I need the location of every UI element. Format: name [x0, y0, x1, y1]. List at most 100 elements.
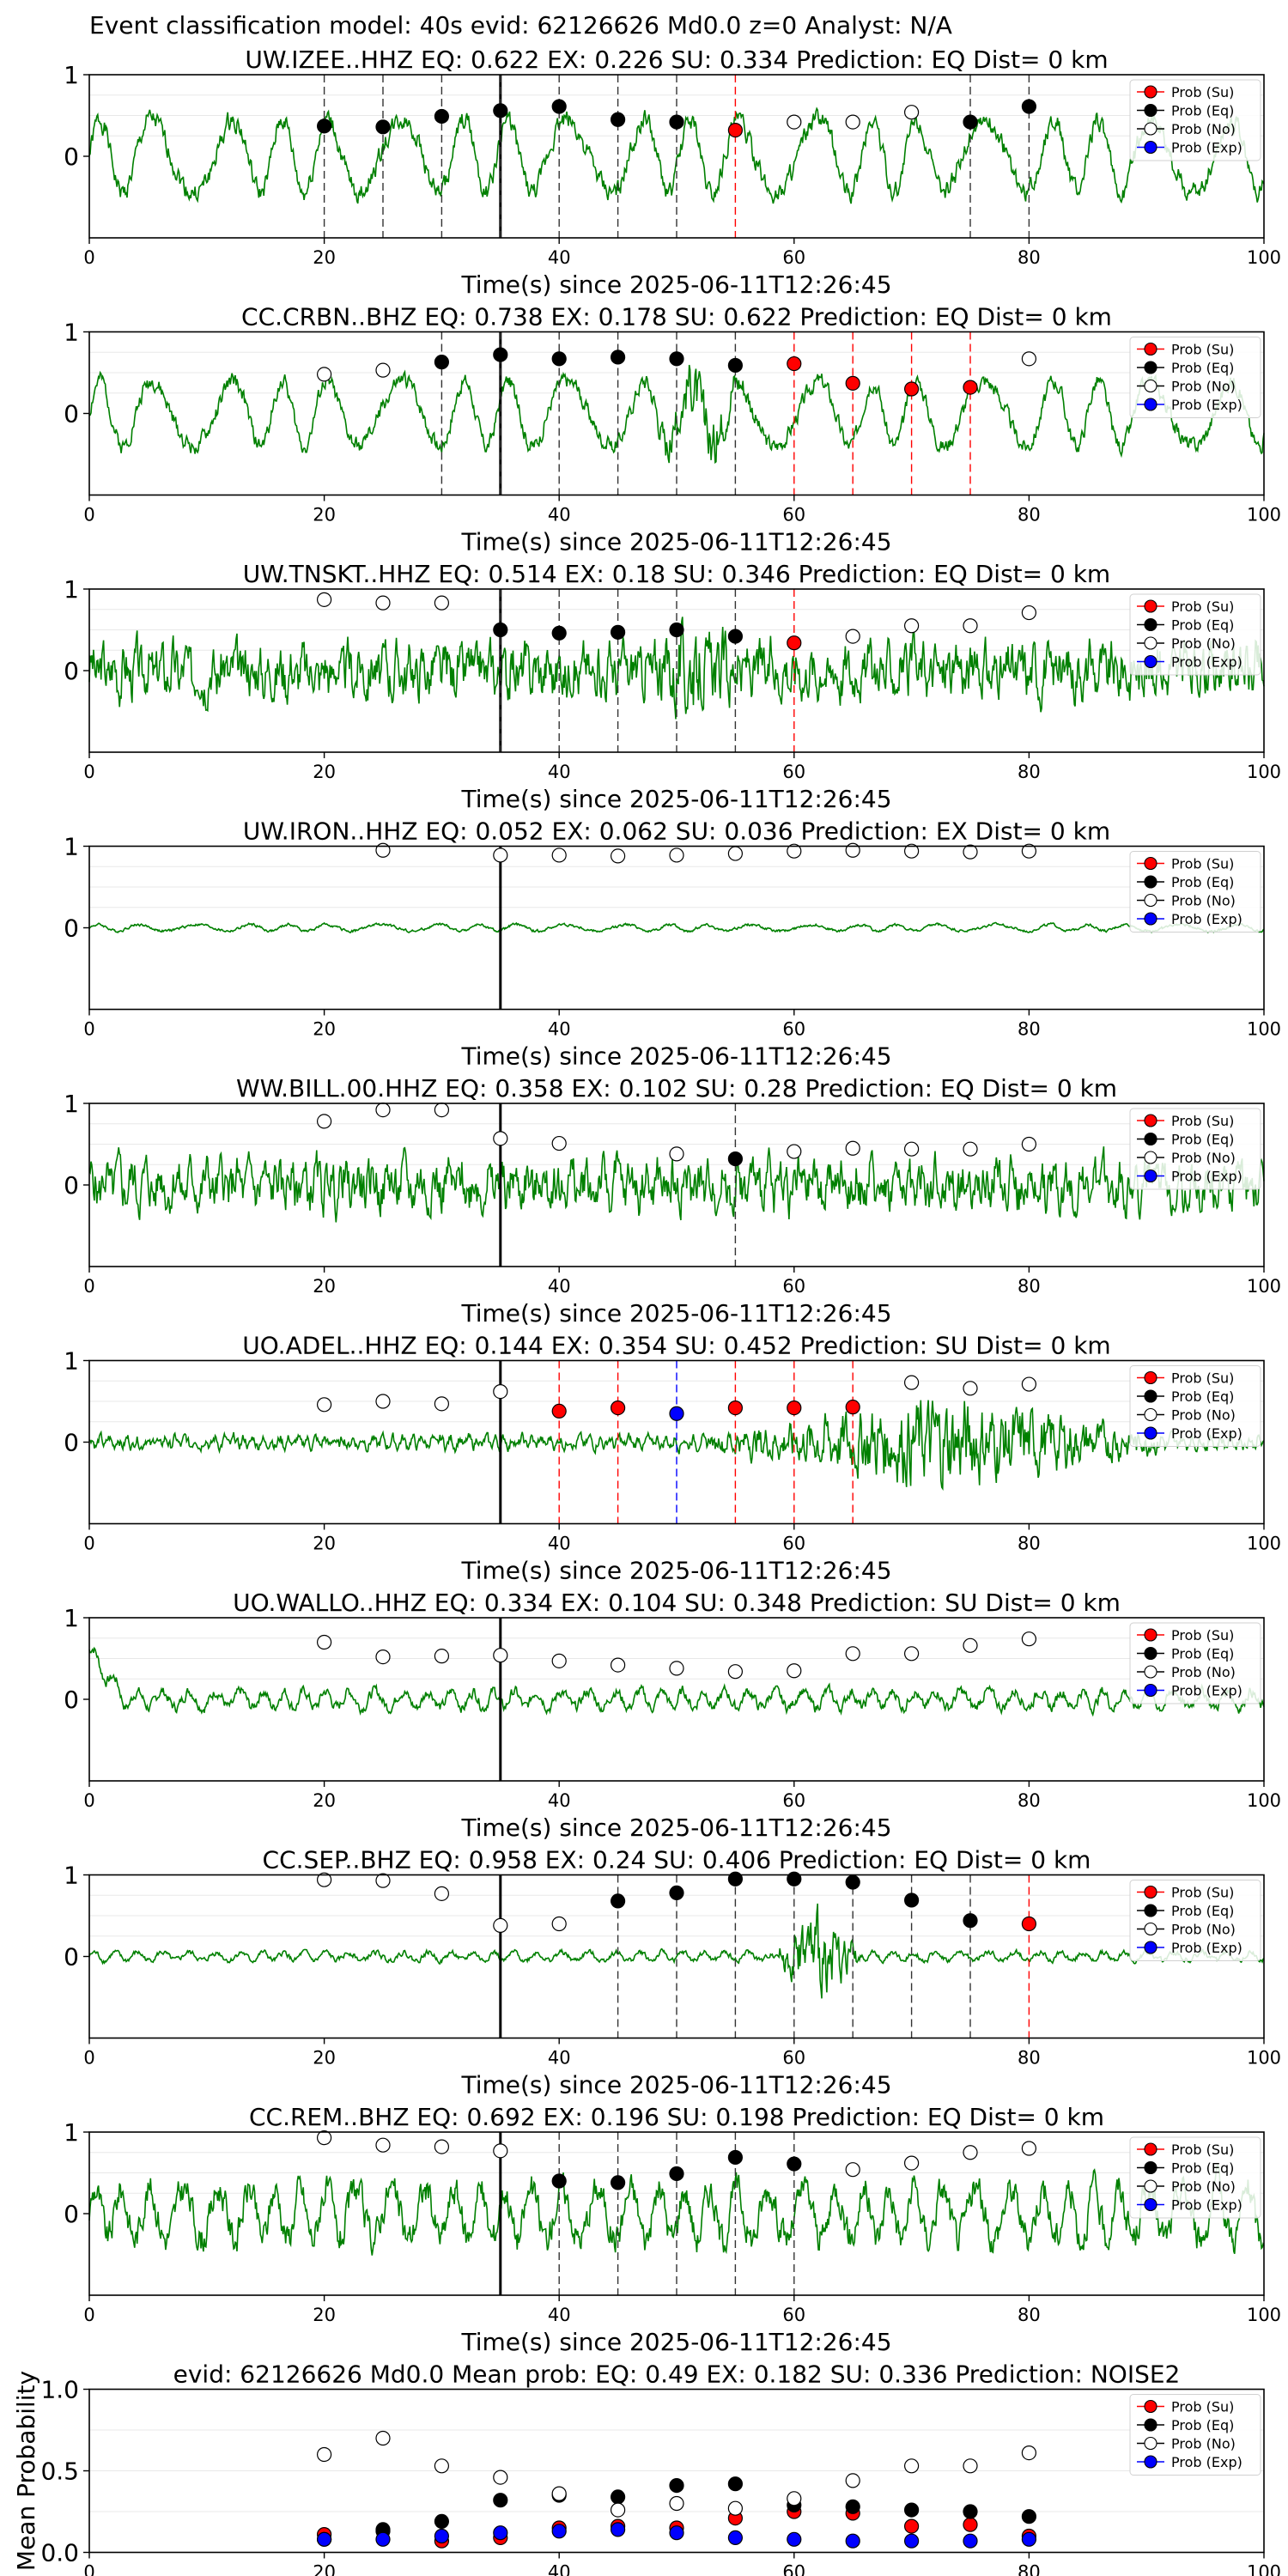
- prob-point-eq: [610, 2175, 626, 2190]
- panel-6: UO.ADEL..HHZ EQ: 0.144 EX: 0.354 SU: 0.4…: [64, 1332, 1281, 1585]
- panel-3: UW.TNSKT..HHZ EQ: 0.514 EX: 0.18 SU: 0.3…: [64, 560, 1281, 813]
- x-tick-label: 20: [313, 2305, 336, 2325]
- prob-point-no: [375, 2137, 391, 2153]
- legend: Prob (Su)Prob (Eq)Prob (No)Prob (Exp): [1129, 337, 1261, 418]
- panel-title: evid: 62126626 Md0.0 Mean prob: EQ: 0.49…: [173, 2360, 1181, 2389]
- y-tick-label: 0: [64, 143, 79, 171]
- x-tick-label: 40: [548, 1276, 571, 1297]
- legend: Prob (Su)Prob (Eq)Prob (No)Prob (Exp): [1129, 2136, 1261, 2219]
- prob-point-no: [1021, 351, 1037, 367]
- x-tick-label: 0: [83, 1534, 94, 1554]
- legend: Prob (Su)Prob (Eq)Prob (No)Prob (Exp): [1129, 2394, 1261, 2476]
- legend-box: [1129, 1880, 1261, 1961]
- prob-point-no: [375, 842, 391, 858]
- legend-label-exp: Prob (Exp): [1171, 1169, 1242, 1185]
- mean-prob-point-exp: [669, 2525, 684, 2541]
- legend-marker-no: [1144, 122, 1157, 136]
- y-tick-label: 0: [64, 914, 79, 943]
- prob-point-eq: [551, 2173, 567, 2189]
- prob-point-no: [434, 2139, 450, 2154]
- prob-point-eq: [375, 119, 391, 135]
- mean-prob-point-eq: [669, 2478, 684, 2494]
- x-tick-label: 100: [1247, 247, 1281, 268]
- prob-point-su: [727, 123, 744, 138]
- prob-point-eq: [727, 1151, 744, 1167]
- x-tick-label: 80: [1018, 2048, 1041, 2069]
- legend-label-su: Prob (Su): [1171, 1885, 1234, 1901]
- mean-prob-point-no: [375, 2430, 391, 2446]
- prob-point-eq: [845, 1874, 860, 1890]
- legend-box: [1129, 2136, 1261, 2219]
- legend-label-su: Prob (Su): [1171, 598, 1234, 615]
- legend-marker-exp: [1144, 912, 1157, 926]
- legend: Prob (Su)Prob (Eq)Prob (No)Prob (Exp): [1129, 851, 1261, 933]
- prob-point-no: [434, 595, 450, 611]
- prob-point-no: [551, 848, 567, 863]
- x-tick-label: 100: [1247, 505, 1281, 526]
- legend-marker-su: [1144, 1370, 1157, 1385]
- x-tick-label: 80: [1018, 2305, 1041, 2325]
- prob-point-su: [963, 380, 978, 395]
- legend-marker-no: [1144, 893, 1157, 908]
- prob-point-no: [1021, 605, 1037, 621]
- legend-marker-su: [1144, 599, 1157, 613]
- x-tick-label: 80: [1018, 247, 1041, 268]
- x-tick-label: 100: [1247, 1019, 1281, 1040]
- x-tick-label: 0: [83, 505, 94, 526]
- legend-label-exp: Prob (Exp): [1171, 1683, 1242, 1699]
- x-tick-label: 60: [782, 1276, 805, 1297]
- panel-7: UO.WALLO..HHZ EQ: 0.334 EX: 0.104 SU: 0.…: [64, 1589, 1281, 1842]
- x-tick-label: 40: [548, 762, 571, 782]
- prob-point-no: [493, 1917, 508, 1933]
- legend-marker-eq: [1144, 875, 1157, 889]
- legend-marker-exp: [1144, 2197, 1157, 2212]
- prob-point-no: [903, 2155, 920, 2171]
- legend-label-eq: Prob (Eq): [1171, 1388, 1234, 1405]
- x-tick-label: 40: [548, 505, 571, 526]
- prob-point-no: [551, 1135, 567, 1151]
- x-tick-label: 0: [83, 2562, 94, 2576]
- mean-prob-point-no: [669, 2495, 684, 2512]
- mean-prob-point-eq: [903, 2502, 920, 2518]
- x-axis-label: Time(s) since 2025-06-11T12:26:45: [460, 1557, 891, 1585]
- y-tick-label: 1.0: [40, 2376, 79, 2404]
- x-tick-label: 60: [782, 2305, 805, 2325]
- legend-label-exp: Prob (Exp): [1171, 140, 1242, 156]
- prob-point-su: [903, 381, 920, 397]
- prob-point-no: [434, 1649, 450, 1664]
- legend-label-eq: Prob (Eq): [1171, 617, 1234, 634]
- x-tick-label: 80: [1018, 2562, 1041, 2576]
- waveform-trace: [88, 1646, 1265, 1717]
- legend-label-eq: Prob (Eq): [1171, 874, 1234, 890]
- legend-marker-eq: [1144, 103, 1157, 118]
- y-tick-label: 0: [64, 1429, 79, 1457]
- x-axis-label: Time(s) since 2025-06-11T12:26:45: [460, 528, 891, 556]
- prob-point-no: [493, 1383, 508, 1400]
- legend-marker-eq: [1144, 617, 1157, 632]
- legend: Prob (Su)Prob (Eq)Prob (No)Prob (Exp): [1129, 1622, 1261, 1704]
- y-tick-label: 0: [64, 1686, 79, 1714]
- legend-marker-su: [1144, 1628, 1157, 1642]
- prob-point-no: [963, 618, 978, 634]
- prob-point-su: [787, 355, 802, 372]
- x-tick-label: 40: [548, 2305, 571, 2325]
- legend-label-su: Prob (Su): [1171, 84, 1234, 100]
- prob-point-no: [903, 843, 920, 859]
- y-tick-label: 1: [64, 833, 79, 861]
- legend-marker-eq: [1144, 1904, 1157, 1917]
- y-axis-label: Mean Probability: [12, 2371, 40, 2571]
- prob-point-no: [493, 2143, 508, 2159]
- prob-point-eq: [787, 1871, 802, 1886]
- prob-point-no: [1021, 2141, 1037, 2156]
- x-tick-label: 60: [782, 1019, 805, 1040]
- prob-point-no: [375, 1102, 391, 1118]
- prob-point-no: [375, 595, 391, 611]
- y-tick-label: 0: [64, 2200, 79, 2228]
- mean-prob-point-no: [1021, 2445, 1037, 2461]
- legend-marker-eq: [1144, 361, 1157, 374]
- legend-marker-eq: [1144, 1646, 1157, 1661]
- prob-point-eq: [669, 622, 684, 638]
- legend-marker-no: [1144, 2179, 1157, 2193]
- prob-point-eq: [434, 108, 450, 125]
- prob-point-eq: [727, 629, 744, 644]
